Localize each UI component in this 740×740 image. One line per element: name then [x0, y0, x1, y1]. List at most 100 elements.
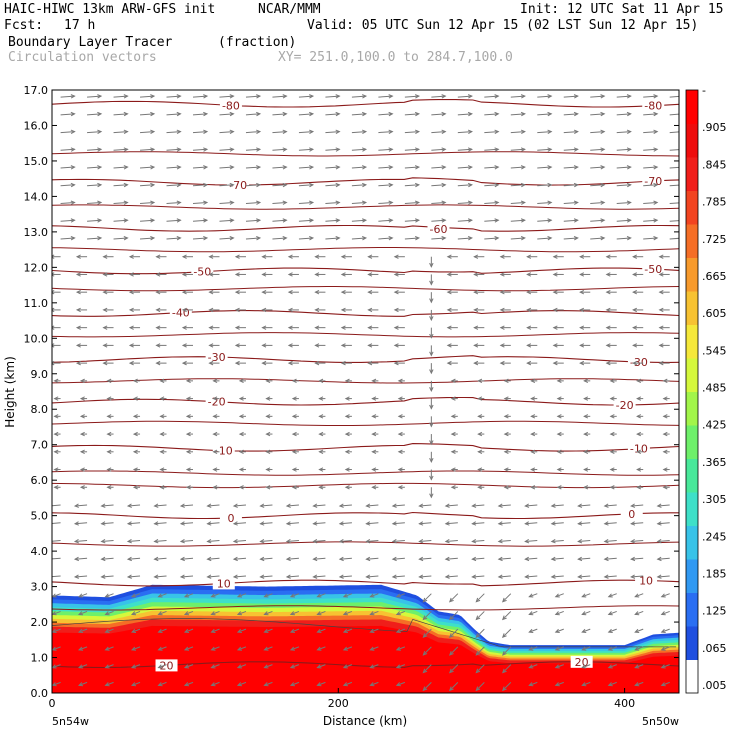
vector-arrowhead: [229, 147, 235, 152]
vector-arrow: [484, 202, 499, 205]
vector-arrowhead: [600, 94, 606, 99]
vector-arrow: [180, 504, 194, 507]
vector-arrowhead: [367, 254, 373, 259]
vector-arrowhead: [397, 431, 403, 437]
y-tick-label: 13.0: [24, 226, 49, 239]
vector-arrowhead: [181, 325, 187, 330]
vector-arrowhead: [577, 574, 583, 579]
isotherm-line: [52, 443, 679, 452]
vector-arrowhead: [365, 521, 371, 526]
vector-arrow: [578, 539, 591, 542]
vector-arrowhead: [397, 485, 403, 490]
vector-arrow: [631, 522, 644, 525]
y-tick-label: 2.0: [31, 616, 49, 629]
vector-arrow: [272, 237, 287, 240]
vector-arrowhead: [520, 94, 526, 99]
vector-arrowhead: [79, 431, 85, 437]
colorbar-swatch: [686, 324, 698, 359]
vector-arrow: [422, 664, 432, 673]
vector-arrowhead: [680, 236, 684, 239]
vector-arrowhead: [605, 343, 611, 348]
vector-arrowhead: [340, 343, 346, 348]
vector-arrowhead: [212, 378, 218, 384]
vector-arrow: [298, 148, 313, 151]
vector-arrowhead: [429, 493, 434, 499]
vector-arrowhead: [155, 254, 161, 259]
vector-arrowhead: [342, 664, 348, 669]
vector-arrowhead: [450, 396, 456, 401]
vector-arrowhead: [450, 485, 456, 490]
vector-arrowhead: [130, 664, 137, 669]
vector-arrow: [184, 593, 194, 598]
vector-arrowhead: [312, 574, 318, 579]
colorbar-label: .785: [702, 196, 727, 209]
vector-arrowhead: [176, 218, 182, 223]
vector-arrow: [635, 610, 644, 615]
vector-arrowhead: [287, 343, 293, 348]
vector-arrowhead: [600, 165, 606, 170]
isotherm-line-minor: [52, 541, 679, 547]
y-tick-label: 0.0: [31, 687, 49, 700]
vector-arrow: [404, 113, 419, 116]
vector-arrow: [264, 664, 273, 669]
isotherm-label: -70: [644, 175, 662, 188]
vector-arrow: [325, 113, 340, 116]
vector-arrowhead: [344, 396, 350, 401]
vector-arrowhead: [79, 449, 85, 454]
vector-arrow: [616, 148, 631, 151]
vector-arrow: [260, 557, 273, 560]
vector-arrowhead: [128, 307, 134, 313]
vector-arrowhead: [77, 664, 84, 669]
vector-arrow: [657, 557, 670, 560]
vector-arrow: [140, 131, 155, 134]
vector-arrowhead: [291, 378, 297, 384]
vector-arrowhead: [605, 325, 611, 330]
vector-arrow: [60, 148, 75, 151]
vector-arrowhead: [658, 325, 664, 330]
vector-arrowhead: [259, 521, 265, 526]
vector-arrow: [608, 664, 617, 669]
vector-arrowhead: [159, 449, 165, 454]
vector-arrowhead: [429, 262, 434, 268]
vector-arrowhead: [660, 682, 666, 687]
vector-arrow: [457, 184, 472, 187]
vector-arrowhead: [238, 431, 244, 437]
vector-arrowhead: [97, 129, 103, 134]
vector-arrowhead: [203, 218, 209, 223]
vector-arrowhead: [210, 611, 216, 616]
vector-arrow: [260, 504, 273, 507]
vector-arrowhead: [660, 611, 666, 616]
vector-arrow: [158, 628, 167, 633]
vector-arrowhead: [501, 686, 507, 692]
colorbar-label: .005: [702, 679, 727, 692]
vector-arrowhead: [259, 556, 265, 562]
vector-arrowhead: [100, 539, 106, 544]
vector-arrowhead: [212, 485, 218, 490]
vector-arrowhead: [391, 503, 397, 508]
vector-arrowhead: [344, 414, 350, 419]
vector-arrowhead: [314, 360, 320, 366]
vector-arrow: [127, 539, 141, 542]
vector-arrow: [78, 610, 88, 615]
vector-arrow: [378, 184, 393, 187]
vector-arrow: [378, 166, 393, 169]
vector-arrow: [431, 131, 446, 134]
vector-arrowhead: [653, 111, 659, 117]
vector-arrowhead: [449, 686, 454, 692]
vector-arrowhead: [309, 94, 315, 99]
vector-arrowhead: [494, 111, 500, 117]
vector-arrow: [52, 610, 61, 615]
vector-arrowhead: [391, 521, 397, 526]
vector-arrowhead: [414, 147, 421, 152]
vector-arrow: [475, 593, 485, 603]
vector-arrowhead: [581, 611, 587, 616]
vector-arrow: [475, 611, 485, 620]
vector-arrowhead: [335, 147, 341, 152]
vector-arrowhead: [393, 307, 399, 313]
vector-arrowhead: [318, 414, 324, 419]
vector-arrowhead: [556, 485, 562, 490]
vector-arrowhead: [429, 422, 434, 428]
vector-arrowhead: [369, 682, 375, 687]
vector-arrow: [475, 628, 485, 638]
vector-arrow: [351, 131, 366, 134]
